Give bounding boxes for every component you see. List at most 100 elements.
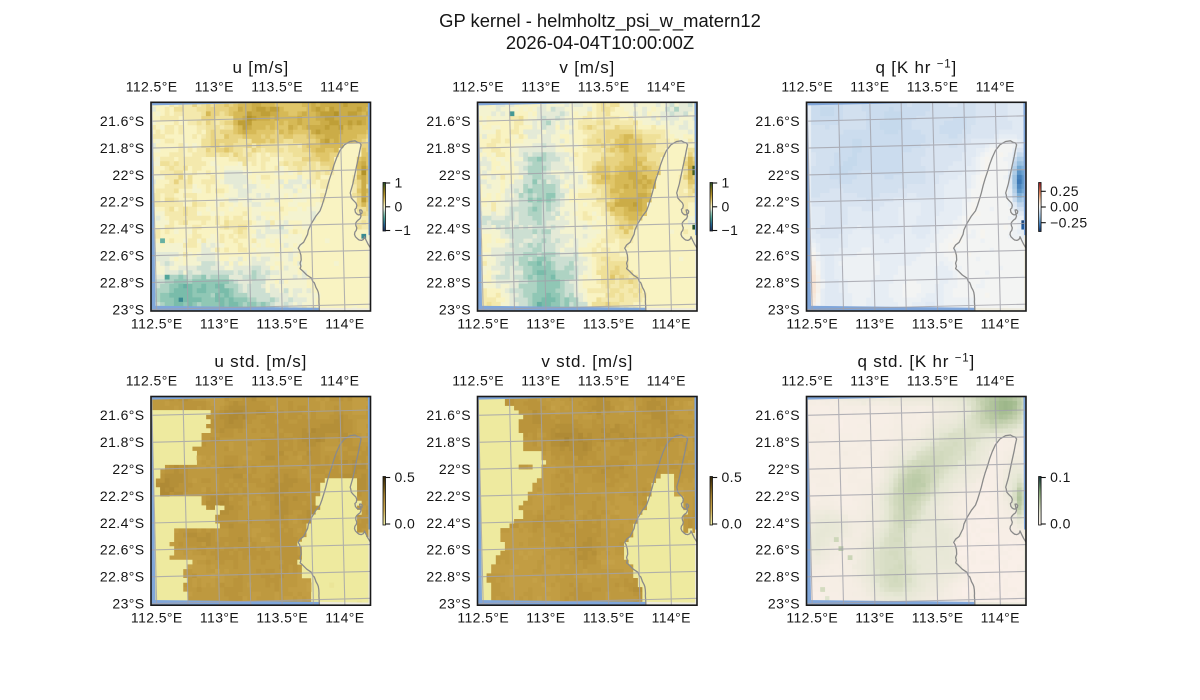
svg-text:22°S: 22°S bbox=[768, 461, 800, 477]
svg-text:22.4°S: 22.4°S bbox=[755, 515, 800, 531]
svg-text:113.5°E: 113.5°E bbox=[578, 373, 630, 389]
svg-text:113°E: 113°E bbox=[850, 373, 889, 389]
svg-text:114°E: 114°E bbox=[981, 610, 1020, 626]
svg-text:112.5°E: 112.5°E bbox=[457, 610, 509, 626]
svg-text:0.25: 0.25 bbox=[1050, 183, 1079, 199]
svg-text:113.5°E: 113.5°E bbox=[912, 610, 964, 626]
svg-text:22.6°S: 22.6°S bbox=[426, 248, 471, 264]
svg-text:22.6°S: 22.6°S bbox=[100, 248, 145, 264]
svg-text:113°E: 113°E bbox=[526, 316, 565, 332]
svg-text:0.1: 0.1 bbox=[1050, 469, 1071, 485]
svg-text:0.5: 0.5 bbox=[395, 469, 416, 485]
svg-text:22.6°S: 22.6°S bbox=[100, 542, 145, 558]
svg-text:112.5°E: 112.5°E bbox=[781, 78, 833, 94]
svg-text:23°S: 23°S bbox=[112, 301, 144, 317]
svg-text:112.5°E: 112.5°E bbox=[131, 316, 183, 332]
svg-text:q [K hr −1]: q [K hr −1] bbox=[876, 58, 957, 77]
svg-text:23°S: 23°S bbox=[439, 301, 471, 317]
svg-text:113.5°E: 113.5°E bbox=[907, 373, 959, 389]
svg-text:113°E: 113°E bbox=[200, 610, 239, 626]
svg-text:22.2°S: 22.2°S bbox=[100, 194, 145, 210]
svg-text:q std. [K hr −1]: q std. [K hr −1] bbox=[857, 352, 975, 371]
svg-text:0: 0 bbox=[395, 198, 403, 214]
svg-text:114°E: 114°E bbox=[652, 316, 691, 332]
svg-text:114°E: 114°E bbox=[325, 610, 364, 626]
svg-text:22.8°S: 22.8°S bbox=[100, 569, 145, 585]
svg-text:22°S: 22°S bbox=[112, 167, 144, 183]
svg-text:113.5°E: 113.5°E bbox=[251, 373, 303, 389]
svg-text:21.8°S: 21.8°S bbox=[755, 140, 800, 156]
svg-text:22.6°S: 22.6°S bbox=[426, 542, 471, 558]
svg-text:112.5°E: 112.5°E bbox=[126, 373, 178, 389]
svg-text:22.8°S: 22.8°S bbox=[755, 274, 800, 290]
svg-text:21.8°S: 21.8°S bbox=[755, 434, 800, 450]
svg-text:−0.25: −0.25 bbox=[1050, 214, 1087, 230]
svg-text:22.4°S: 22.4°S bbox=[426, 515, 471, 531]
svg-text:22°S: 22°S bbox=[768, 167, 800, 183]
svg-text:22.4°S: 22.4°S bbox=[100, 515, 145, 531]
svg-text:0: 0 bbox=[722, 198, 730, 214]
svg-text:22.2°S: 22.2°S bbox=[100, 488, 145, 504]
svg-text:113°E: 113°E bbox=[195, 373, 234, 389]
svg-text:22.4°S: 22.4°S bbox=[426, 221, 471, 237]
svg-text:113°E: 113°E bbox=[195, 78, 234, 94]
svg-text:23°S: 23°S bbox=[768, 301, 800, 317]
svg-text:u [m/s]: u [m/s] bbox=[232, 58, 289, 77]
svg-text:0.0: 0.0 bbox=[1050, 516, 1071, 532]
svg-text:1: 1 bbox=[722, 175, 730, 191]
svg-text:113.5°E: 113.5°E bbox=[912, 316, 964, 332]
svg-text:21.8°S: 21.8°S bbox=[426, 434, 471, 450]
svg-text:22.2°S: 22.2°S bbox=[755, 194, 800, 210]
svg-text:22.2°S: 22.2°S bbox=[426, 194, 471, 210]
svg-text:21.8°S: 21.8°S bbox=[100, 434, 145, 450]
svg-text:23°S: 23°S bbox=[439, 596, 471, 612]
svg-text:114°E: 114°E bbox=[320, 78, 359, 94]
svg-text:22.6°S: 22.6°S bbox=[755, 248, 800, 264]
svg-text:114°E: 114°E bbox=[976, 78, 1015, 94]
svg-text:22.8°S: 22.8°S bbox=[426, 274, 471, 290]
svg-text:21.6°S: 21.6°S bbox=[100, 407, 145, 423]
svg-text:0.0: 0.0 bbox=[722, 516, 743, 532]
svg-text:22.6°S: 22.6°S bbox=[755, 542, 800, 558]
svg-text:112.5°E: 112.5°E bbox=[126, 78, 178, 94]
svg-text:21.6°S: 21.6°S bbox=[426, 407, 471, 423]
svg-text:22°S: 22°S bbox=[439, 167, 471, 183]
svg-text:112.5°E: 112.5°E bbox=[781, 373, 833, 389]
svg-text:112.5°E: 112.5°E bbox=[786, 316, 838, 332]
svg-text:113°E: 113°E bbox=[850, 78, 889, 94]
svg-text:21.8°S: 21.8°S bbox=[100, 140, 145, 156]
svg-text:113.5°E: 113.5°E bbox=[583, 316, 635, 332]
svg-text:GP kernel - helmholtz_psi_w_ma: GP kernel - helmholtz_psi_w_matern12 bbox=[439, 10, 761, 32]
svg-text:0.0: 0.0 bbox=[395, 516, 416, 532]
svg-text:114°E: 114°E bbox=[976, 373, 1015, 389]
svg-text:114°E: 114°E bbox=[647, 373, 686, 389]
svg-text:22.4°S: 22.4°S bbox=[755, 221, 800, 237]
svg-text:21.6°S: 21.6°S bbox=[426, 113, 471, 129]
svg-text:0.00: 0.00 bbox=[1050, 199, 1079, 215]
svg-text:114°E: 114°E bbox=[981, 316, 1020, 332]
svg-text:113°E: 113°E bbox=[526, 610, 565, 626]
svg-text:22.8°S: 22.8°S bbox=[755, 569, 800, 585]
svg-text:114°E: 114°E bbox=[320, 373, 359, 389]
svg-text:113°E: 113°E bbox=[521, 373, 560, 389]
svg-text:113.5°E: 113.5°E bbox=[583, 610, 635, 626]
svg-text:113.5°E: 113.5°E bbox=[578, 78, 630, 94]
svg-text:21.6°S: 21.6°S bbox=[100, 113, 145, 129]
svg-text:112.5°E: 112.5°E bbox=[786, 610, 838, 626]
svg-text:112.5°E: 112.5°E bbox=[131, 610, 183, 626]
svg-text:22.2°S: 22.2°S bbox=[755, 488, 800, 504]
svg-text:113°E: 113°E bbox=[200, 316, 239, 332]
svg-text:v [m/s]: v [m/s] bbox=[559, 58, 615, 77]
svg-text:21.6°S: 21.6°S bbox=[755, 113, 800, 129]
svg-text:113.5°E: 113.5°E bbox=[256, 610, 308, 626]
svg-text:22°S: 22°S bbox=[112, 461, 144, 477]
svg-text:113.5°E: 113.5°E bbox=[251, 78, 303, 94]
svg-text:23°S: 23°S bbox=[768, 596, 800, 612]
svg-text:v std. [m/s]: v std. [m/s] bbox=[541, 352, 633, 371]
svg-text:0.5: 0.5 bbox=[722, 469, 743, 485]
svg-text:−1: −1 bbox=[722, 222, 739, 238]
svg-text:112.5°E: 112.5°E bbox=[452, 78, 504, 94]
svg-text:112.5°E: 112.5°E bbox=[452, 373, 504, 389]
svg-text:23°S: 23°S bbox=[112, 596, 144, 612]
svg-text:22.2°S: 22.2°S bbox=[426, 488, 471, 504]
